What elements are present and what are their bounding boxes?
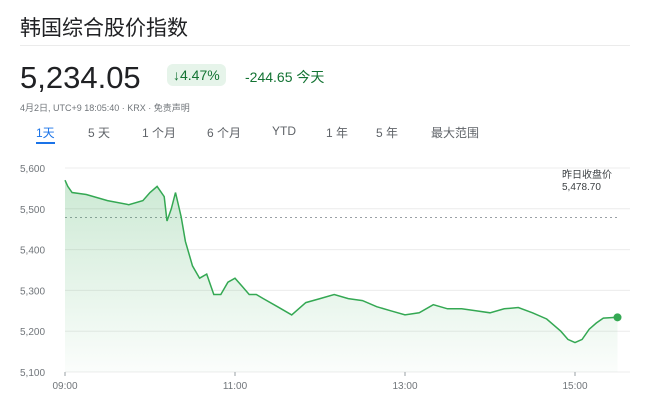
y-tick-label: 5,500 (20, 205, 45, 216)
y-tick-label: 5,300 (20, 286, 45, 297)
change-percent-badge: ↓4.47% (167, 64, 226, 86)
tab-1d[interactable]: 1天 (36, 124, 55, 144)
current-price: 5,234.05 (20, 60, 141, 95)
arrow-down-icon: ↓ (173, 67, 180, 83)
tab-max[interactable]: 最大范围 (431, 126, 480, 140)
y-tick-label: 5,400 (20, 246, 45, 257)
y-tick-label: 5,100 (20, 368, 45, 379)
change-period: 今天 (296, 69, 325, 85)
y-tick-label: 5,200 (20, 327, 45, 338)
tab-5y[interactable]: 5 年 (376, 126, 399, 140)
divider (20, 45, 630, 46)
previous-close: 昨日收盘价 5,478.70 (562, 170, 622, 194)
x-tick-label: 11:00 (223, 381, 248, 392)
tab-1y[interactable]: 1 年 (326, 126, 349, 140)
tab-6m[interactable]: 6 个月 (207, 126, 242, 140)
area-fill (65, 180, 618, 372)
price-line (64, 179, 618, 344)
x-tick-label: 09:00 (52, 381, 77, 392)
x-tick-label: 13:00 (392, 381, 417, 392)
y-tick-label: 5,600 (20, 164, 45, 175)
current-point (613, 313, 622, 322)
change-absolute: -244.65 今天 (245, 67, 324, 87)
previous-close-label: 昨日收盘价 (562, 170, 612, 181)
change-value: -244.65 (245, 69, 293, 85)
timestamp-meta[interactable]: 4月2日, UTC+9 18:05:40 · KRX · 免责声明 (20, 103, 190, 113)
page-title: 韩国综合股价指数 (20, 17, 188, 40)
previous-close-value: 5,478.70 (562, 182, 601, 193)
x-tick-label: 15:00 (562, 381, 587, 392)
tab-5d[interactable]: 5 天 (88, 126, 111, 140)
change-percent: 4.47% (180, 67, 220, 83)
tab-ytd[interactable]: YTD (272, 124, 296, 138)
tab-1m[interactable]: 1 个月 (142, 126, 177, 140)
